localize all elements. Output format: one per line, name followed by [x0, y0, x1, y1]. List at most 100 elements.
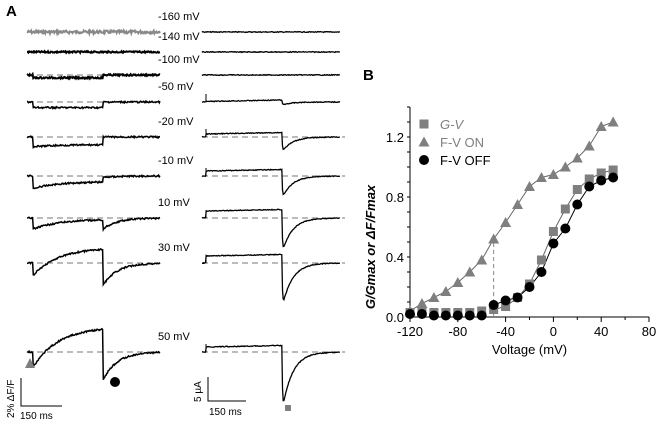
x-tick-label: 40: [594, 324, 608, 339]
tail-marker-square-icon: [285, 405, 291, 411]
data-point-circle: [548, 238, 559, 249]
panel-label-b: B: [363, 67, 374, 84]
data-point-triangle: [428, 292, 440, 302]
data-point-circle: [536, 267, 547, 277]
legend-circle-icon: [419, 155, 429, 165]
data-point-triangle: [512, 199, 524, 209]
data-point-circle: [512, 292, 523, 303]
data-point-square: [608, 165, 618, 175]
data-point-circle: [428, 310, 439, 321]
voltage-label: -160 mV: [158, 11, 200, 23]
data-point-square: [536, 255, 546, 265]
voltage-label: -100 mV: [158, 54, 200, 66]
data-point-circle: [524, 282, 535, 292]
y-tick-label: 1.2: [386, 130, 404, 145]
data-point-circle: [500, 295, 511, 306]
current-trace: [201, 99, 341, 106]
y-tick-label: 0.8: [386, 190, 404, 205]
y-tick-label: 0.4: [386, 250, 404, 265]
data-point-circle: [608, 172, 619, 183]
data-point-triangle: [464, 266, 476, 277]
data-point-circle: [488, 300, 499, 310]
data-point-square: [572, 185, 582, 194]
x-tick-label: -40: [496, 324, 515, 339]
current-trace: [201, 30, 341, 34]
voltage-label: -140 mV: [158, 31, 200, 43]
legend-square-icon: [419, 119, 429, 129]
data-point-circle: [416, 309, 427, 319]
fluorescence-trace: [26, 327, 161, 380]
fluorescence-trace: [26, 99, 161, 110]
data-point-triangle: [500, 217, 512, 227]
off-marker-circle-icon: [110, 377, 120, 387]
current-trace: [202, 253, 341, 301]
data-point-triangle: [452, 277, 464, 287]
panel-a-traces: [26, 27, 345, 402]
data-point-circle: [452, 310, 463, 321]
data-point-triangle: [607, 116, 619, 127]
fluorescence-trace: [26, 216, 161, 233]
current-trace: [201, 168, 341, 196]
data-point-circle: [476, 310, 487, 321]
data-point-triangle: [440, 286, 452, 296]
scale-bar-right: [207, 377, 246, 402]
legend-triangle-icon: [418, 136, 430, 147]
fluorescence-trace: [26, 134, 161, 149]
voltage-label: 10 mV: [158, 197, 190, 209]
y-tick-label: 0.0: [386, 310, 404, 325]
voltage-label: -50 mV: [158, 81, 194, 93]
data-point-square: [560, 204, 570, 214]
x-tick-label: 0: [550, 324, 557, 339]
data-point-triangle: [416, 298, 428, 308]
current-trace: [201, 50, 340, 54]
data-point-circle: [464, 310, 475, 321]
scale-bar-left-x-label: 150 ms: [20, 411, 53, 422]
gv-fv-chart: -120 -80 -40 0 40 80 0.0 0.4 0.8 1.2 Voltage (mV) G…: [363, 106, 656, 357]
current-trace: [201, 73, 341, 77]
on-marker-triangle-icon: [25, 358, 35, 368]
data-point-circle: [560, 223, 571, 234]
current-trace: [201, 208, 341, 248]
legend-label: F-V OFF: [440, 153, 491, 168]
x-tick-label: 80: [642, 324, 656, 339]
data-point-square: [548, 227, 558, 236]
panel-label-a: A: [6, 3, 17, 20]
data-point-triangle: [476, 254, 488, 265]
data-point-circle: [405, 309, 415, 319]
scale-bar-left-y-label: 2% ΔF/F: [6, 380, 17, 418]
x-axis-label: Voltage (mV): [492, 342, 567, 357]
voltage-label: 50 mV: [158, 331, 190, 343]
scale-bar-right-y-label: 5 µA: [193, 381, 204, 402]
fit-line-1: [409, 121, 614, 312]
fluorescence-trace: [26, 173, 161, 190]
data-point-square: [501, 302, 511, 311]
data-point-triangle: [488, 233, 500, 244]
data-point-triangle: [571, 152, 583, 163]
voltage-label: -10 mV: [158, 155, 194, 167]
data-point-triangle: [583, 140, 595, 151]
x-tick-label: -120: [397, 324, 423, 339]
voltage-label: -20 mV: [158, 116, 194, 128]
current-trace: [201, 131, 340, 151]
y-axis-label: G/Gmax or ΔF/Fmax: [363, 184, 378, 309]
fluorescence-trace: [26, 27, 161, 38]
data-point-triangle: [559, 161, 571, 172]
data-point-square: [596, 168, 606, 178]
scale-bar-left: [20, 378, 62, 407]
data-point-circle: [440, 310, 451, 321]
voltage-label: 30 mV: [158, 242, 190, 254]
data-point-circle: [596, 175, 607, 186]
fluorescence-trace: [26, 247, 161, 288]
data-point-square: [584, 174, 594, 184]
data-point-triangle: [535, 172, 547, 182]
voltage-labels: -160 mV -140 mV -100 mV -50 mV -20 mV -10 mV 1…: [158, 11, 200, 343]
data-point-triangle: [595, 121, 607, 131]
legend-label: G-V: [440, 117, 464, 132]
current-trace: [201, 344, 340, 402]
legend-label: F-V ON: [440, 135, 484, 150]
data-point-triangle: [524, 181, 535, 191]
data-point-circle: [572, 199, 583, 210]
x-tick-label: -80: [448, 324, 467, 339]
scale-bar-right-x-label: 150 ms: [209, 407, 242, 418]
